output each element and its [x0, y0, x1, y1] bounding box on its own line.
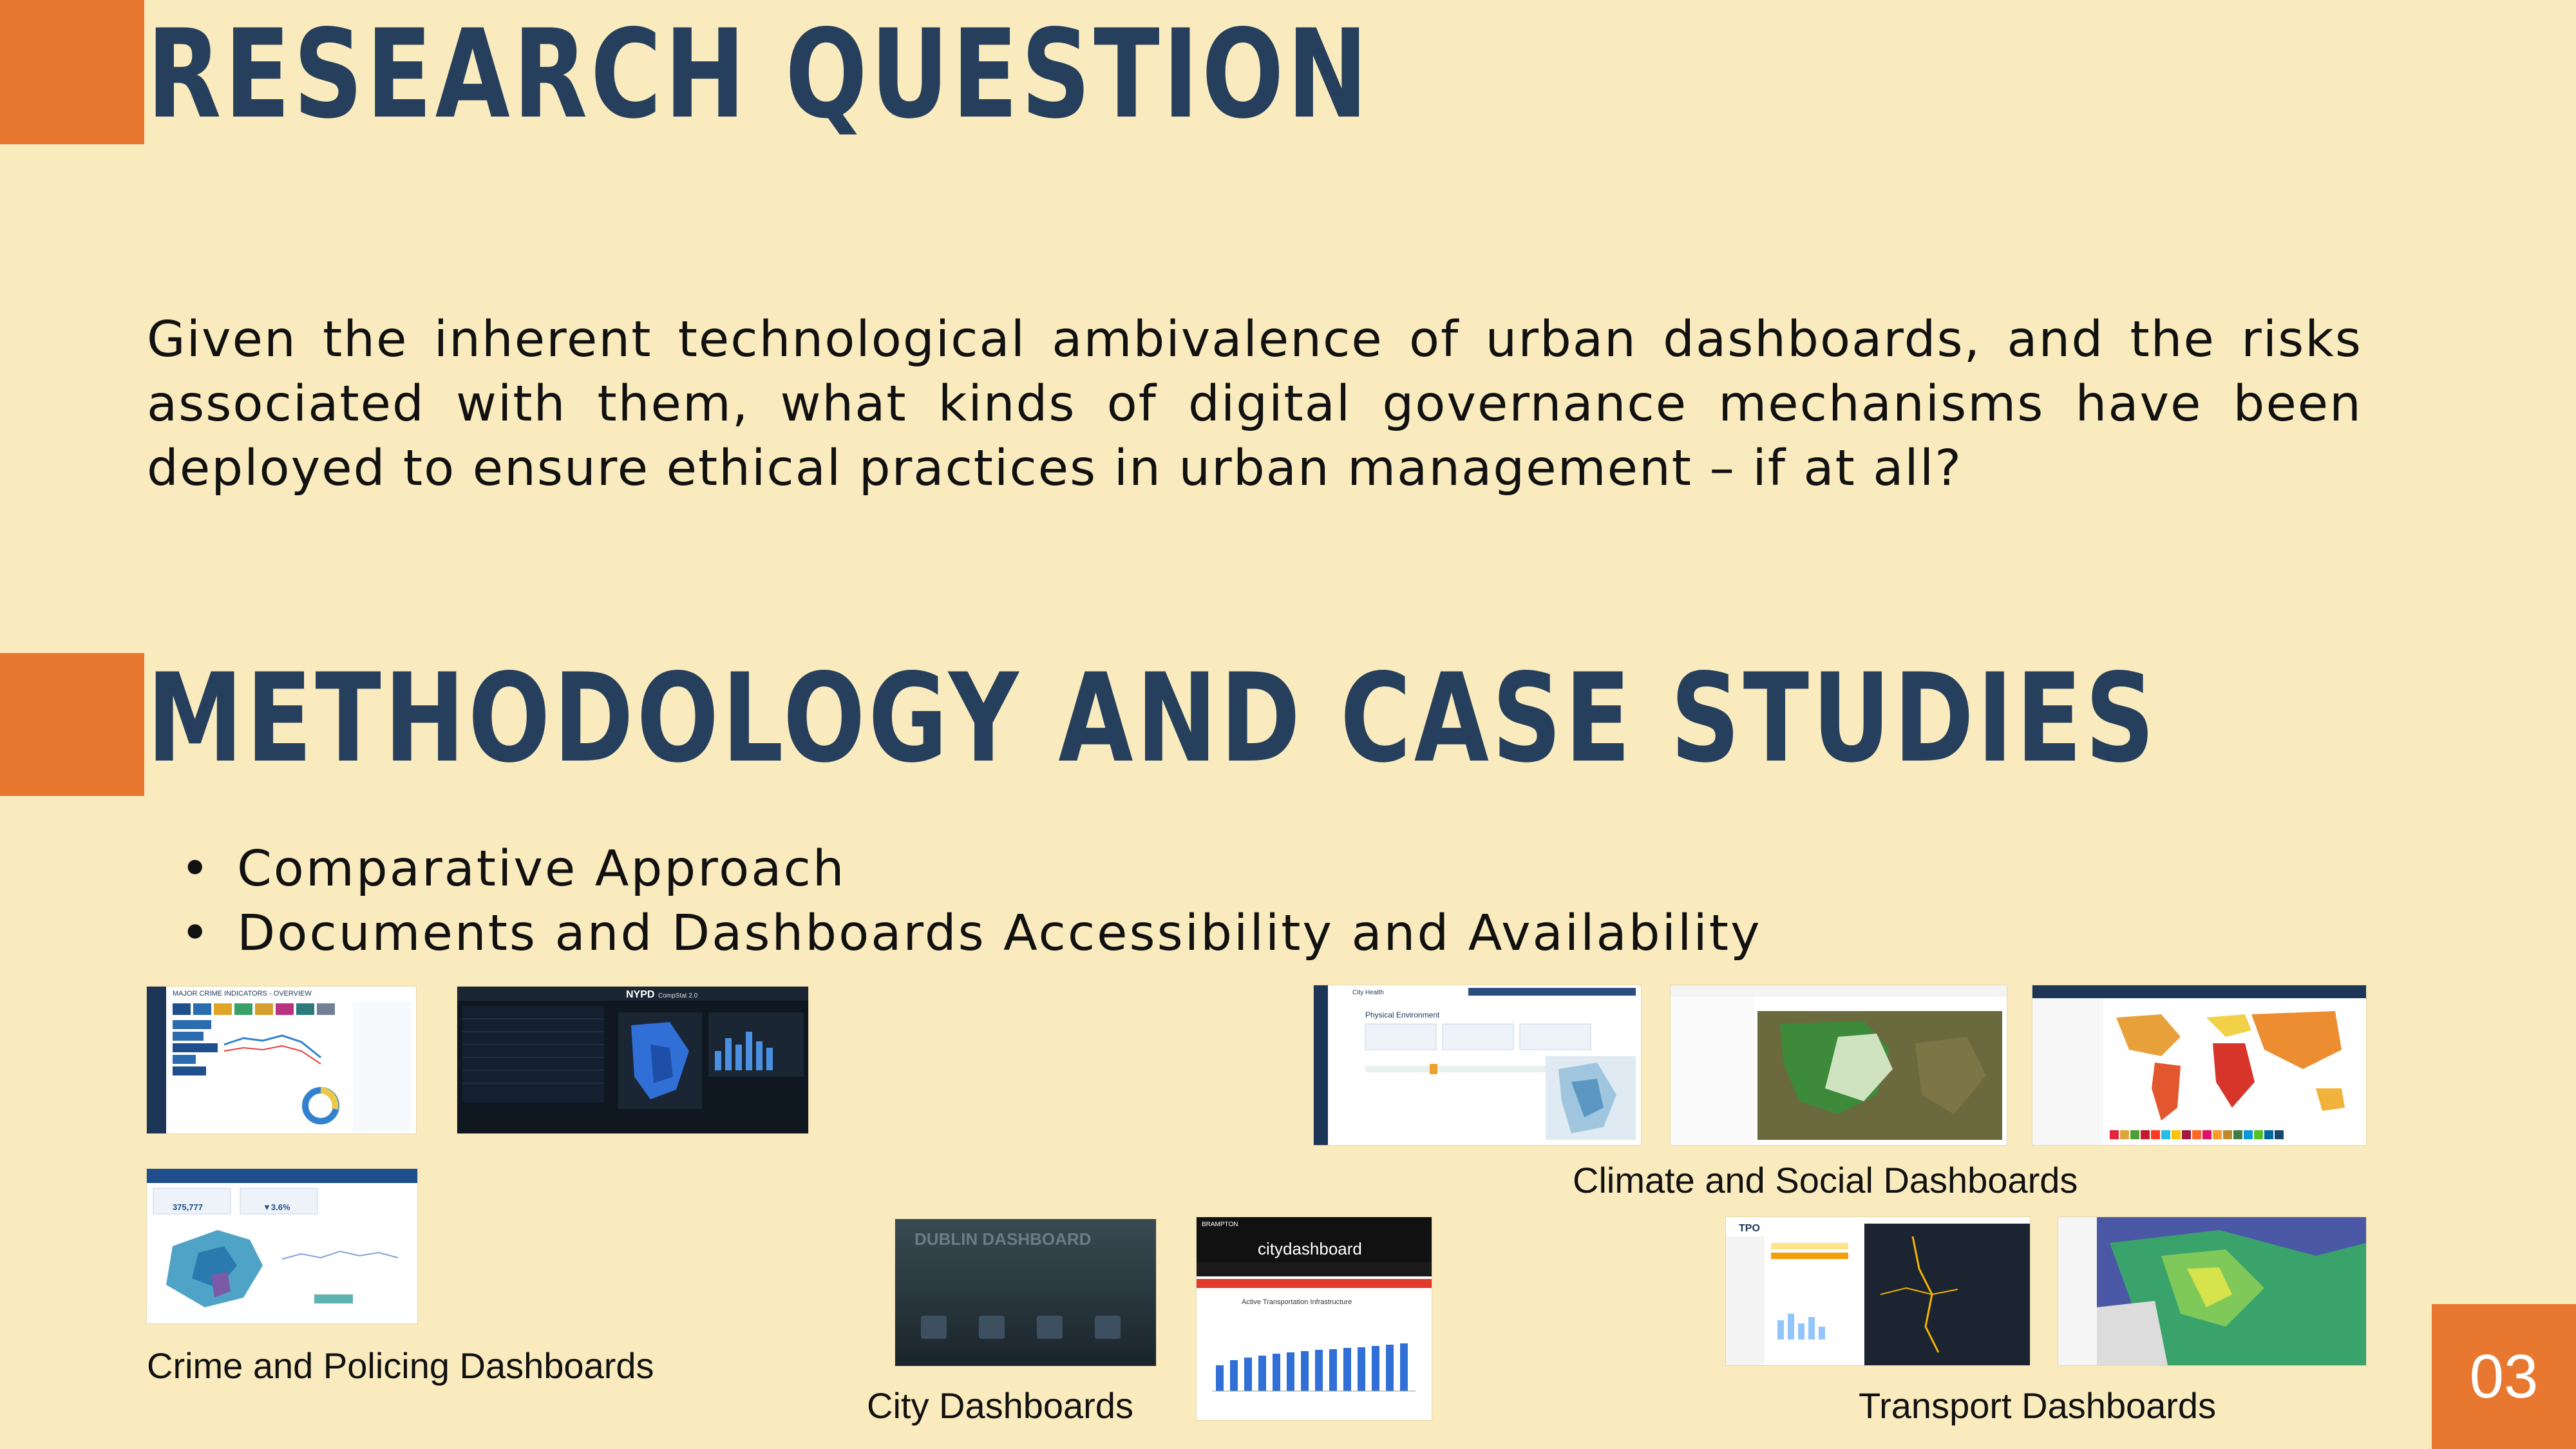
- tpo-logo: TPO: [1739, 1223, 1760, 1234]
- page-number: 03: [2432, 1304, 2576, 1449]
- methodology-bullet-list: • Comparative Approach • Documents and Das…: [180, 837, 1762, 966]
- world-map-thumbnail: [2032, 985, 2366, 1145]
- bullet-icon: •: [180, 905, 212, 962]
- climate-social-caption: Climate and Social Dashboards: [1573, 1160, 2078, 1200]
- nypd-title: NYPD: [626, 989, 654, 1000]
- city-health-thumbnail: City Health Physical Environment: [1314, 985, 1641, 1145]
- tpo-transport-thumbnail: TPO: [1726, 1217, 2030, 1365]
- methodology-title: METHODOLOGY AND CASE STUDIES: [147, 647, 2158, 790]
- dublin-dashboard-thumbnail: DUBLIN DASHBOARD: [895, 1219, 1156, 1366]
- citydashboard-thumbnail: BRAMPTON citydashboard Active Transporta…: [1197, 1217, 1432, 1420]
- research-question-title: RESEARCH QUESTION: [147, 3, 1371, 146]
- city-health-title: City Health: [1352, 989, 1384, 996]
- dublin-title: DUBLIN DASHBOARD: [914, 1229, 1091, 1249]
- london-stat-value: 375,777: [173, 1202, 203, 1212]
- bullet-icon: •: [180, 840, 212, 898]
- london-change-value: ▼3.6%: [263, 1202, 290, 1212]
- nypd-compstat-thumbnail: NYPD CompStat 2.0: [457, 987, 808, 1133]
- citydashboard-chart-title: Active Transportation Infrastructure: [1242, 1298, 1352, 1306]
- citydashboard-header: BRAMPTON: [1202, 1221, 1238, 1228]
- crime-overview-title: MAJOR CRIME INDICATORS - OVERVIEW: [173, 990, 312, 998]
- city-dashboards-caption: City Dashboards: [867, 1385, 1133, 1426]
- methodology-accent-block: [0, 653, 144, 796]
- citydashboard-logo: citydashboard: [1258, 1239, 1362, 1258]
- satellite-map-thumbnail: [1671, 985, 2007, 1145]
- london-crime-thumbnail: 375,777 ▼3.6%: [147, 1169, 417, 1323]
- crime-overview-thumbnail: MAJOR CRIME INDICATORS - OVERVIEW: [147, 987, 416, 1133]
- bullet-item: • Documents and Dashboards Accessibility …: [180, 902, 1762, 966]
- transport-heatmap-thumbnail: [2058, 1217, 2366, 1365]
- crime-policing-caption: Crime and Policing Dashboards: [147, 1345, 654, 1386]
- research-question-text: Given the inherent technological ambival…: [147, 311, 2362, 497]
- bullet-item: • Comparative Approach: [180, 837, 1762, 902]
- nypd-subtitle: CompStat 2.0: [658, 992, 698, 999]
- bullet-text: Comparative Approach: [237, 840, 846, 898]
- bullet-text: Documents and Dashboards Accessibility a…: [237, 905, 1762, 962]
- research-accent-block: [0, 0, 144, 144]
- transport-caption: Transport Dashboards: [1859, 1385, 2217, 1426]
- physical-environment-label: Physical Environment: [1365, 1010, 1440, 1019]
